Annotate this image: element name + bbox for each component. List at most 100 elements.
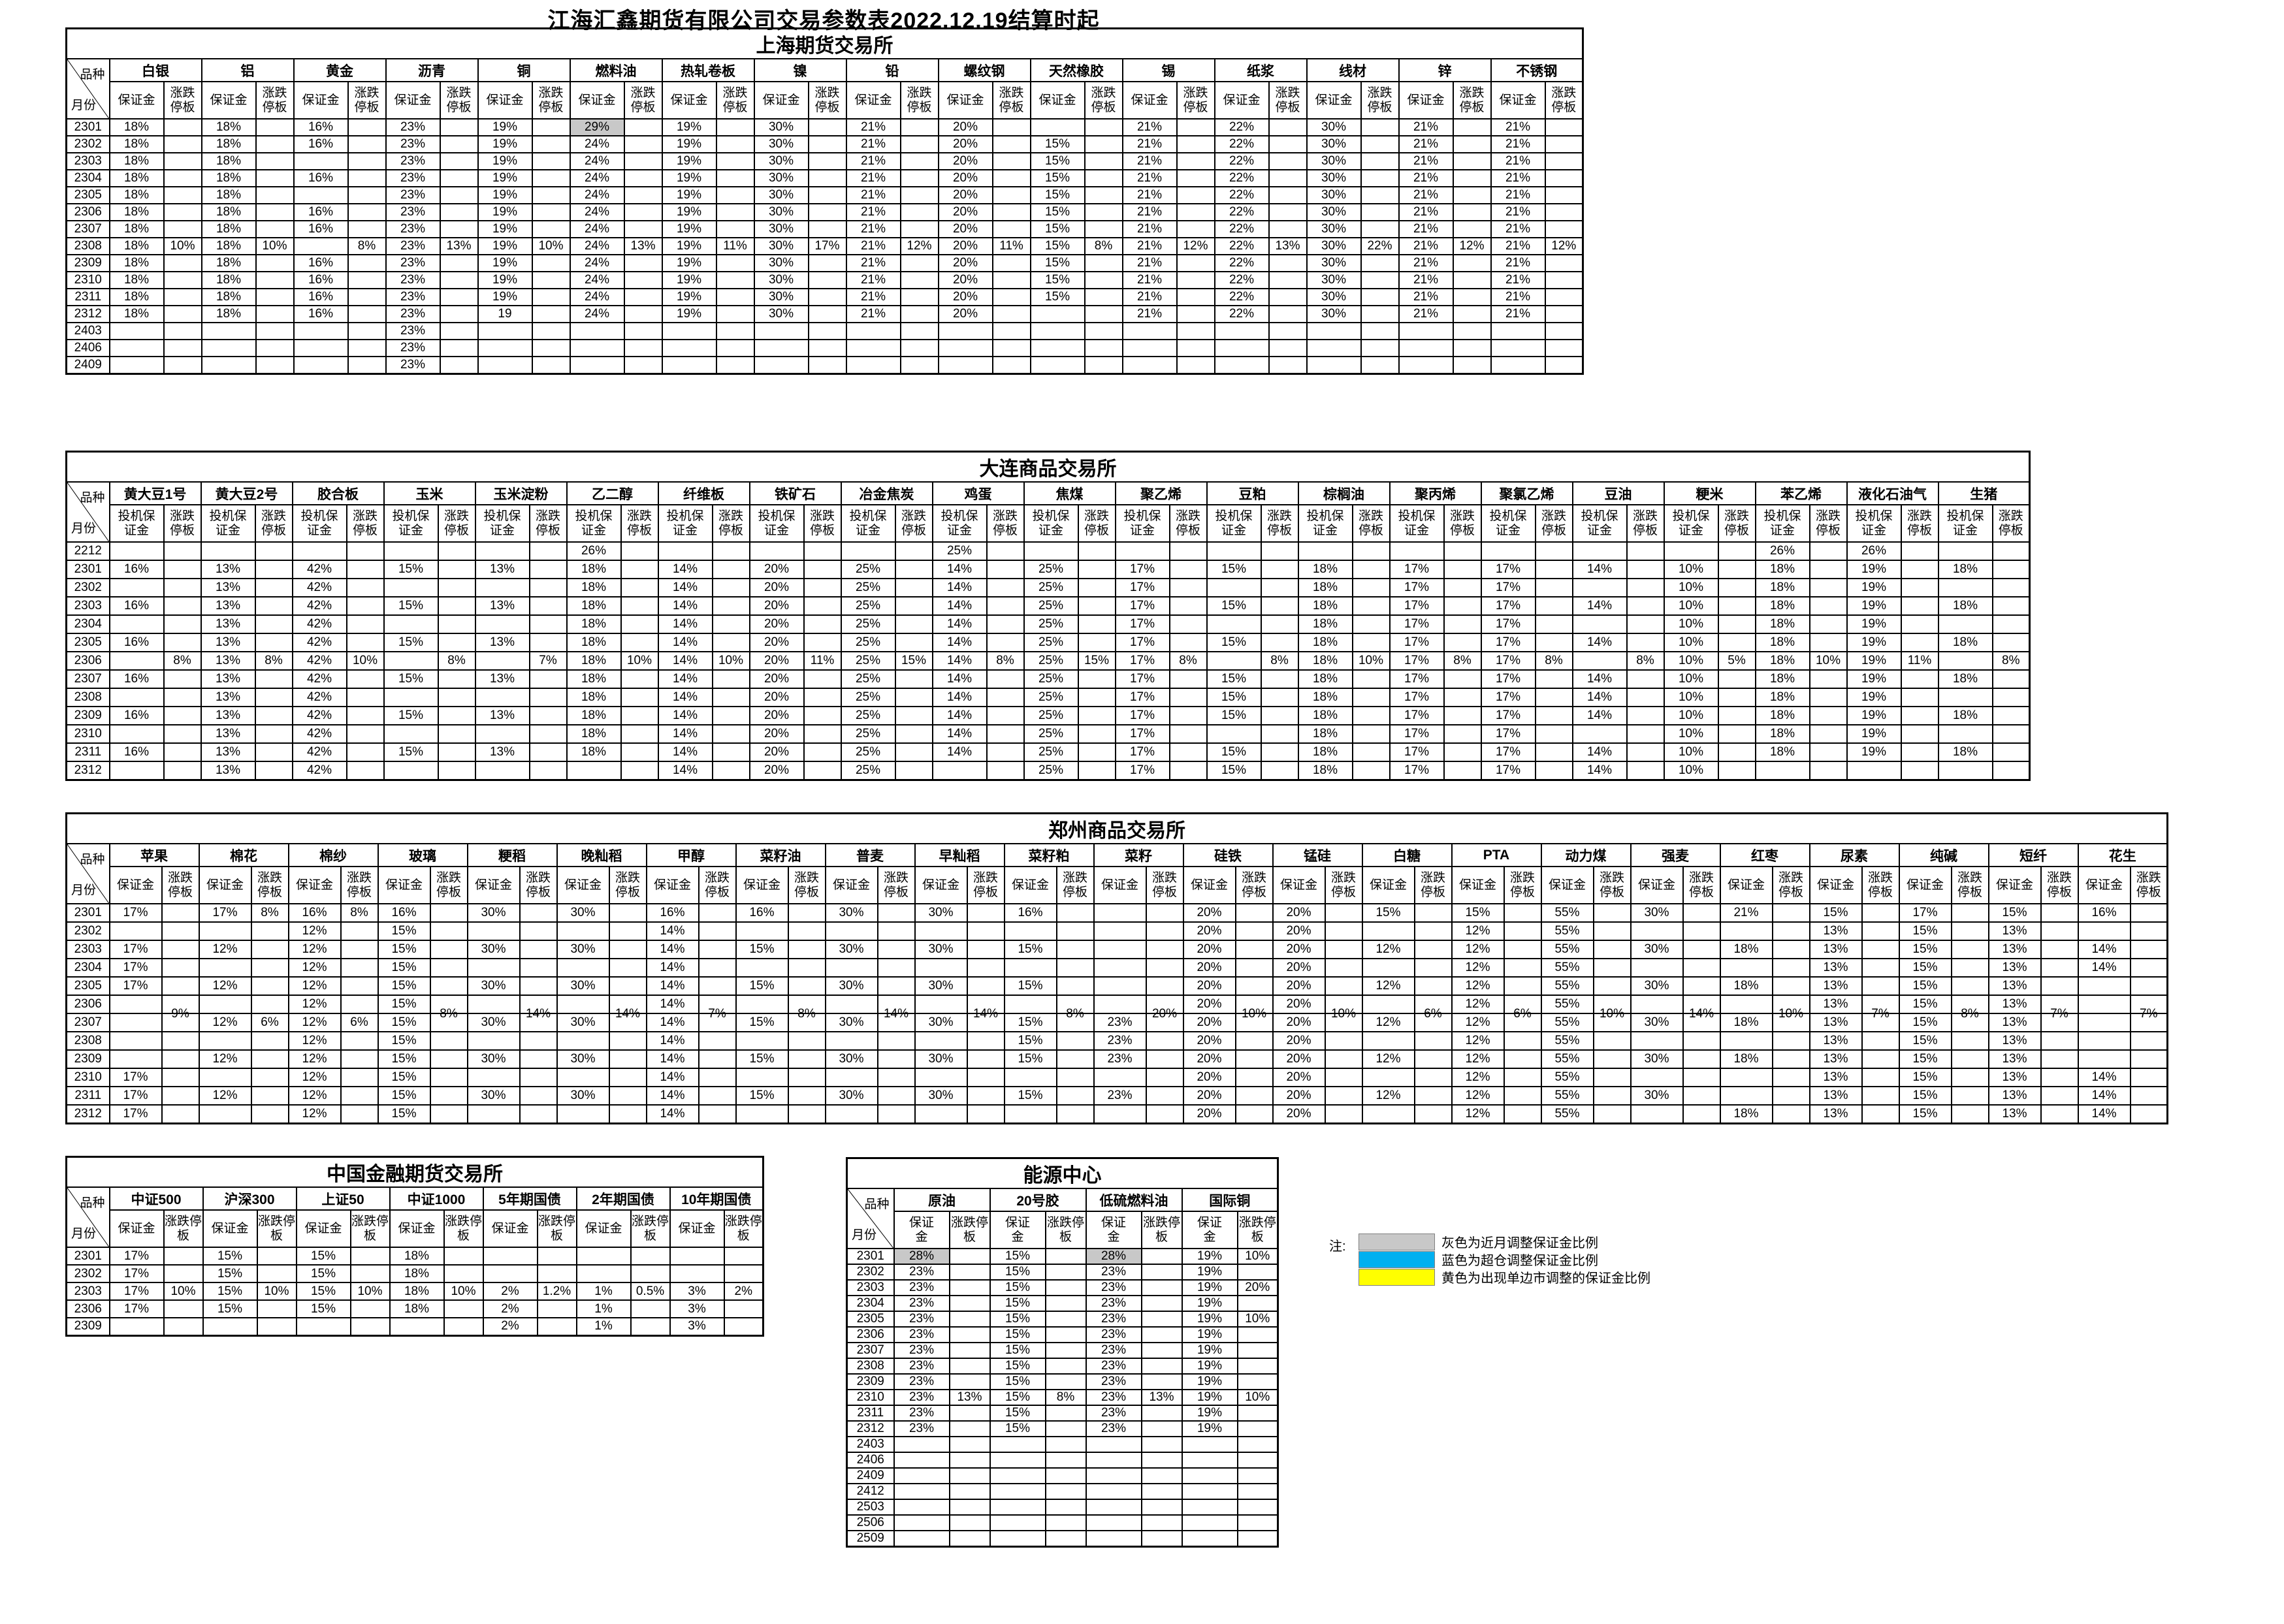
margin-cell [1085, 1452, 1142, 1469]
limit-cell [255, 288, 295, 306]
margin-cell: 20% [748, 706, 805, 725]
margin-cell: 24% [569, 152, 625, 170]
margin-cell: 15% [377, 1049, 431, 1069]
margin-cell: 12% [287, 995, 342, 1014]
product-header: 菜籽油 [735, 843, 826, 867]
limit-header: 涨跌停板 [1413, 866, 1453, 904]
margin-cell [108, 688, 165, 707]
margin-cell: 12% [1451, 958, 1505, 978]
limit-cell [1413, 1086, 1453, 1106]
margin-cell: 25% [840, 614, 896, 634]
margin-cell: 13% [1987, 995, 2042, 1014]
margin-cell: 21% [1398, 271, 1454, 289]
margin-cell: 13% [200, 688, 256, 707]
corner-cell: 品种 月份 [65, 843, 110, 904]
margin-cell [383, 651, 439, 671]
margin-cell: 18% [201, 169, 257, 187]
limit-cell [163, 724, 202, 744]
limit-cell [1044, 1358, 1087, 1375]
month-cell: 2304 [65, 614, 110, 634]
limit-cell [254, 761, 293, 780]
margin-cell [735, 958, 789, 978]
margin-cell: 12% [1451, 1049, 1505, 1069]
limit-cell [991, 169, 1031, 187]
margin-cell: 23% [893, 1295, 950, 1312]
limit-cell [803, 761, 842, 780]
limit-cell [623, 271, 663, 289]
limit-cell [1771, 921, 1810, 941]
limit-cell: 10% [531, 237, 571, 255]
limit-cell [803, 742, 842, 762]
month-cell: 2308 [65, 688, 110, 707]
limit-cell [894, 560, 933, 579]
limit-cell [807, 322, 847, 340]
margin-cell: 21% [1490, 288, 1546, 306]
limit-cell [1236, 1499, 1279, 1516]
margin-cell: 12% [198, 1086, 252, 1106]
limit-cell [899, 186, 939, 204]
product-header: 聚乙烯 [1114, 481, 1208, 505]
margin-cell [1937, 651, 1993, 671]
limit-cell [1413, 1031, 1453, 1051]
margin-cell: 15% [1206, 669, 1262, 689]
margin-cell: 14% [931, 651, 988, 671]
limit-cell [877, 958, 916, 978]
margin-cell: 17% [108, 1299, 165, 1318]
margin-cell: 30% [466, 1013, 521, 1032]
margin-cell: 16% [293, 305, 349, 323]
limit-cell [608, 1086, 647, 1106]
margin-cell: 30% [824, 1086, 878, 1106]
corner-label-variety: 品种 [864, 1198, 890, 1211]
limit-cell [698, 1049, 737, 1069]
limit-cell [966, 903, 1005, 923]
margin-cell: 30% [824, 903, 878, 923]
margin-cell: 14% [1571, 761, 1628, 780]
product-header: 动力煤 [1540, 843, 1632, 867]
margin-cell: 15% [1029, 186, 1086, 204]
margin-cell: 17% [1114, 560, 1170, 579]
limit-cell [340, 976, 379, 996]
limit-cell [1360, 220, 1400, 238]
limit-cell [439, 152, 479, 170]
margin-cell: 18% [1297, 688, 1353, 707]
margin-cell: 15% [1898, 921, 1952, 941]
margin-cell: 19% [477, 152, 533, 170]
limit-cell [1236, 1295, 1279, 1312]
limit-cell [1682, 1031, 1721, 1051]
corner-label-month: 月份 [852, 1228, 877, 1242]
margin-cell: 30% [556, 1086, 610, 1106]
limit-cell [1176, 356, 1215, 374]
limit-cell: 8% [787, 995, 826, 1020]
limit-cell [1452, 186, 1492, 204]
margin-cell: 20% [937, 152, 993, 170]
limit-cell [1360, 322, 1400, 340]
limit-cell: 8% [437, 651, 476, 671]
margin-cell: 23% [1085, 1311, 1142, 1328]
limit-cell [711, 633, 750, 652]
limit-cell [1044, 1248, 1087, 1265]
limit-cell [948, 1405, 991, 1422]
margin-cell: 21% [1398, 220, 1454, 238]
margin-cell: 17% [108, 976, 163, 996]
limit-cell [894, 596, 933, 616]
margin-cell: 14% [645, 1013, 700, 1032]
limit-cell [1544, 356, 1584, 374]
margin-cell: 15% [383, 560, 439, 579]
limit-cell [254, 560, 293, 579]
product-header: 乙二醇 [566, 481, 659, 505]
margin-cell: 21% [1121, 135, 1178, 153]
limit-cell [623, 203, 663, 221]
limit-cell [1268, 118, 1308, 136]
limit-cell [1234, 1086, 1274, 1106]
limit-cell [807, 271, 847, 289]
margin-cell: 19% [1846, 560, 1902, 579]
limit-cell [439, 271, 479, 289]
limit-cell [163, 288, 202, 306]
product-header: 中证500 [108, 1186, 204, 1211]
margin-cell: 15% [383, 742, 439, 762]
margin-cell: 14% [657, 614, 713, 634]
limit-cell [1503, 940, 1542, 959]
margin-cell: 20% [1182, 995, 1236, 1014]
margin-cell: 15% [1003, 1086, 1057, 1106]
limit-cell [1626, 541, 1665, 561]
